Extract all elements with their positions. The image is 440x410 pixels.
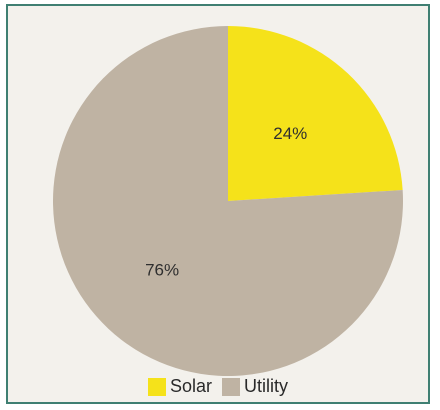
pie-slice-solar: [228, 26, 403, 201]
legend-item-solar: Solar: [147, 376, 213, 397]
pie-label-solar: 24%: [273, 124, 307, 143]
pie-chart: 24% 76%: [52, 26, 403, 376]
legend-label-utility: Utility: [244, 376, 289, 396]
pie-label-utility: 76%: [145, 261, 179, 280]
legend-swatch-utility: [222, 377, 241, 396]
legend-label-solar: Solar: [169, 376, 213, 396]
pie-slice-utility: [52, 26, 403, 376]
chart-legend: Solar Utility: [8, 376, 428, 397]
legend-swatch-solar: [147, 377, 166, 396]
legend-item-utility: Utility: [222, 376, 288, 397]
chart-frame: 24% 76% Solar Utility: [6, 4, 430, 404]
